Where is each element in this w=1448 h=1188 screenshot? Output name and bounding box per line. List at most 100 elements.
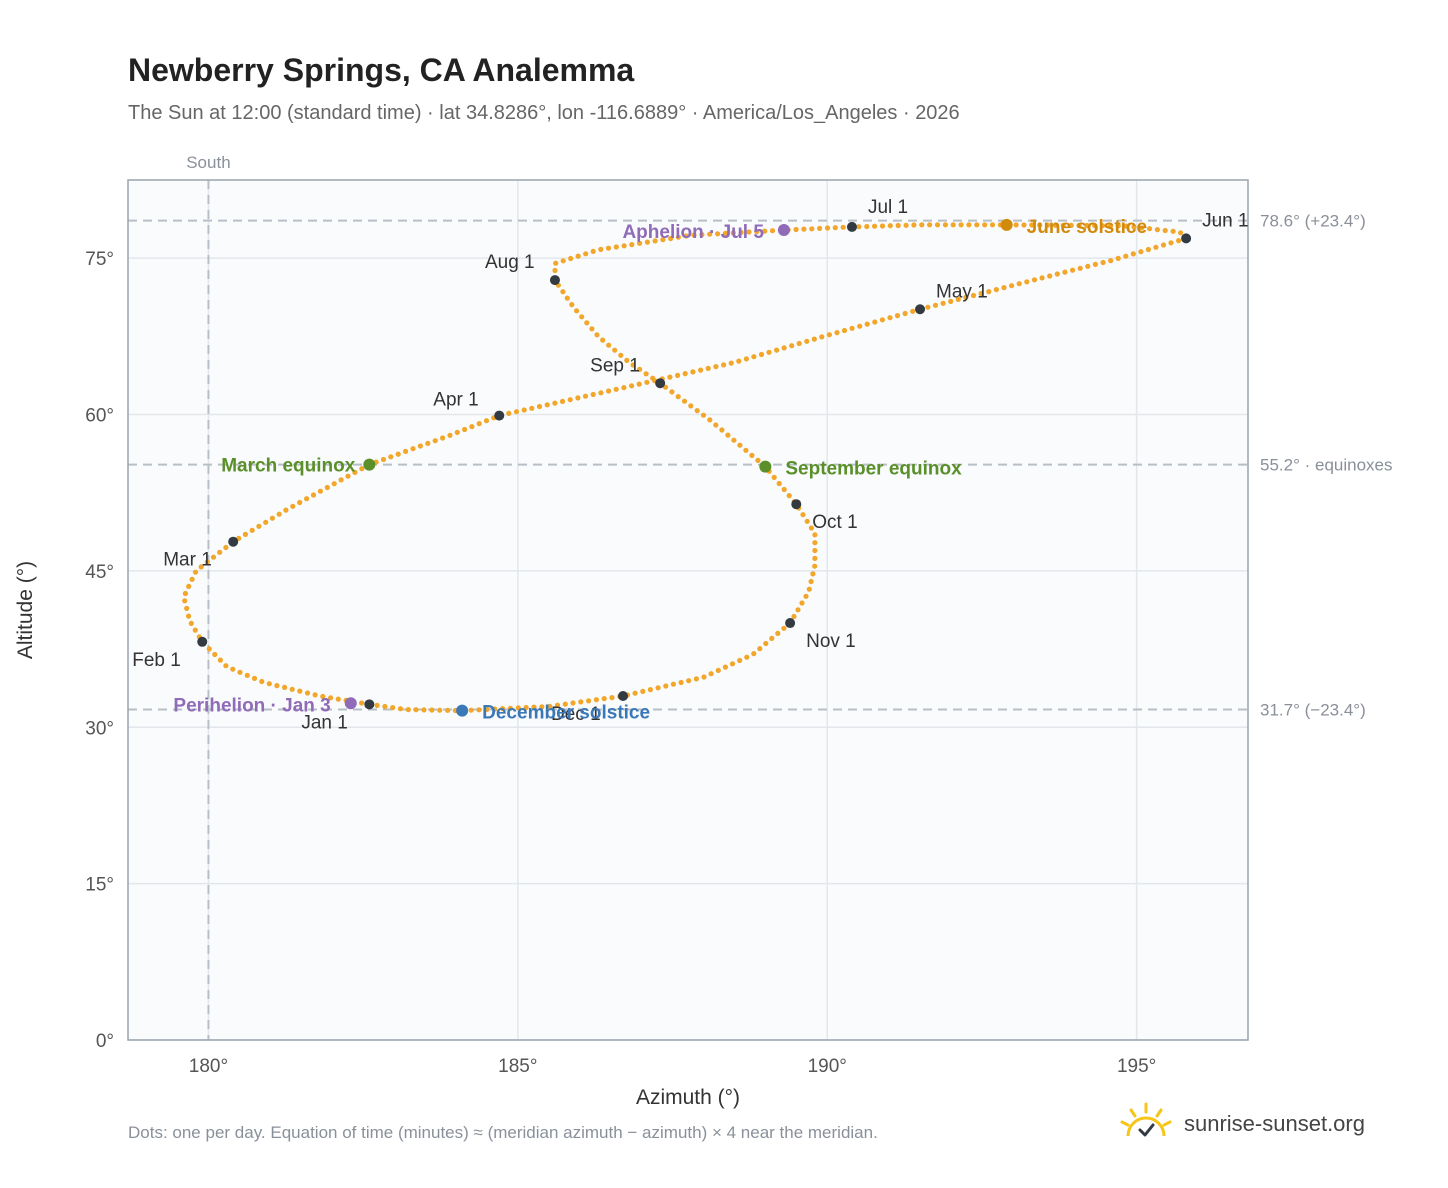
daily-sun-dot (966, 222, 972, 228)
daily-sun-dot (667, 374, 673, 380)
daily-sun-dot (769, 228, 776, 234)
daily-sun-dot (582, 393, 589, 399)
daily-sun-dot (757, 646, 763, 652)
daily-sun-dot (755, 457, 761, 463)
daily-sun-dot (812, 540, 818, 546)
event-label: September equinox (785, 459, 962, 480)
y-tick-label: 75° (85, 249, 114, 270)
event-marker (363, 458, 376, 471)
daily-sun-dot (700, 412, 707, 418)
daily-sun-dot (374, 702, 380, 709)
daily-sun-dot (476, 421, 482, 427)
daily-sun-dot (795, 607, 801, 613)
daily-sun-dot (817, 225, 823, 231)
daily-sun-dot (259, 678, 265, 685)
daily-sun-dot (562, 701, 568, 707)
daily-sun-dot (722, 230, 729, 236)
daily-sun-dot (812, 563, 818, 569)
event-markers: March equinox June solstice September equi… (173, 217, 1147, 724)
daily-sun-dot (352, 469, 358, 475)
daily-sun-dot (629, 383, 635, 389)
daily-sun-dot (1115, 223, 1121, 229)
daily-sun-dot (1047, 273, 1053, 279)
daily-sun-dot (713, 364, 719, 370)
y-tick-label: 15° (85, 875, 114, 896)
daily-sun-dot (282, 684, 288, 691)
daily-sun-dot (1092, 261, 1098, 267)
daily-sun-dot (762, 228, 768, 234)
daily-sun-dot (1154, 227, 1160, 233)
daily-sun-dot (1062, 269, 1068, 275)
grid-lines (128, 180, 1248, 1041)
daily-sun-dot (872, 223, 878, 229)
daily-sun-dot (575, 253, 581, 259)
daily-sun-dot (690, 369, 696, 375)
daily-sun-dot (644, 379, 650, 385)
daily-sun-dot (1013, 222, 1019, 228)
month-marker (791, 499, 802, 510)
daily-sun-dot (1162, 227, 1168, 234)
daily-sun-dot (600, 337, 606, 343)
daily-sun-dot (290, 503, 296, 509)
daily-sun-dot (974, 222, 980, 228)
y-tick-label: 45° (85, 562, 114, 583)
daily-sun-dot (769, 635, 775, 642)
plot-border (127, 179, 1249, 1041)
daily-sun-dot (188, 620, 194, 627)
daily-sun-dot (894, 313, 901, 319)
daily-sun-dot (567, 397, 573, 403)
daily-sun-dot (594, 332, 600, 338)
month-label: Oct 1 (812, 512, 857, 533)
daily-sun-dot (256, 523, 262, 529)
daily-sun-dot (857, 323, 863, 329)
daily-sun-dot (796, 340, 802, 347)
daily-sun-dot (266, 681, 272, 687)
daily-sun-dot (468, 707, 474, 713)
daily-sun-dot (335, 696, 341, 702)
month-marker (228, 536, 239, 547)
brand[interactable]: sunrise-sunset.org (1120, 1102, 1365, 1146)
daily-sun-dot (950, 222, 956, 228)
daily-sun-dot (660, 237, 666, 243)
daily-sun-dot (763, 640, 769, 647)
event-label: March equinox (221, 456, 356, 477)
daily-sun-dot (506, 410, 512, 416)
daily-sun-dot (903, 222, 909, 228)
daily-sun-dot (948, 298, 954, 304)
daily-sun-dot (683, 233, 689, 239)
daily-sun-dot (515, 705, 521, 711)
daily-sun-dot (237, 669, 243, 675)
daily-sun-dot (942, 222, 949, 228)
daily-sun-dot (251, 675, 258, 682)
daily-sun-dot (380, 456, 387, 463)
daily-sun-dot (230, 666, 236, 672)
month-marker (1181, 233, 1192, 244)
daily-sun-dot (640, 688, 646, 695)
daily-sun-dot (708, 671, 714, 677)
daily-sun-dot (786, 493, 792, 499)
daily-sun-dot (806, 586, 812, 592)
daily-sun-dot (811, 336, 817, 342)
event-marker (1000, 218, 1013, 231)
daily-sun-dot (663, 683, 669, 689)
x-tick-label: 185° (498, 1056, 537, 1077)
daily-sun-dot (186, 583, 192, 590)
daily-sun-dot (1100, 223, 1106, 229)
daily-sun-dot (492, 706, 498, 712)
daily-sun-dot (382, 703, 388, 710)
daily-sun-dot (715, 667, 721, 674)
daily-sun-dot (552, 267, 558, 274)
daily-sun-dot (632, 690, 638, 696)
daily-sun-dot (919, 222, 925, 228)
daily-sun-dot (621, 385, 627, 391)
chart-subtitle: The Sun at 12:00 (standard time) · lat 3… (128, 102, 960, 124)
daily-sun-dot (425, 440, 431, 446)
daily-sun-dot (1170, 228, 1176, 234)
daily-sun-dot (856, 224, 862, 230)
daily-sun-dot (410, 446, 416, 452)
daily-sun-dot (699, 232, 705, 238)
daily-sun-dot (743, 356, 750, 362)
daily-sun-dot (636, 381, 642, 387)
daily-sun-dot (766, 349, 772, 355)
daily-sun-dot (644, 239, 651, 245)
